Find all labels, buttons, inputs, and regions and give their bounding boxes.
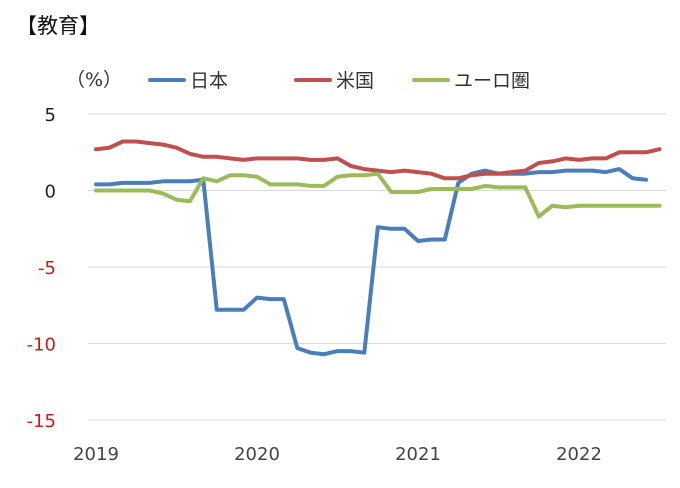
chart-title: 【教育】	[16, 14, 100, 38]
x-tick-label: 2022	[556, 444, 602, 465]
x-tick-label: 2021	[395, 444, 441, 465]
y-tick-label: 5	[45, 105, 56, 126]
y-axis-ticks: 5 0 -5 -10 -15	[27, 105, 56, 432]
series-lines	[94, 139, 662, 357]
y-tick-label: -5	[38, 258, 56, 279]
x-tick-label: 2020	[234, 444, 280, 465]
y-tick-label: -10	[27, 335, 56, 356]
series-line-3	[94, 171, 662, 219]
series-line-2	[94, 139, 662, 181]
x-axis-ticks: 2019 2020 2021 2022	[73, 444, 602, 465]
series-line-1	[94, 167, 649, 357]
y-tick-label: 0	[45, 182, 56, 203]
legend-label: 日本	[190, 70, 228, 92]
legend-label: 米国	[336, 70, 374, 92]
legend-label: ユーロ圏	[454, 70, 530, 92]
gridlines	[88, 113, 666, 421]
x-tick-label: 2019	[73, 444, 119, 465]
legend: 日本 米国 ユーロ圏	[148, 70, 530, 92]
y-axis-unit-label: （%）	[66, 69, 122, 91]
y-tick-label: -15	[27, 411, 56, 432]
